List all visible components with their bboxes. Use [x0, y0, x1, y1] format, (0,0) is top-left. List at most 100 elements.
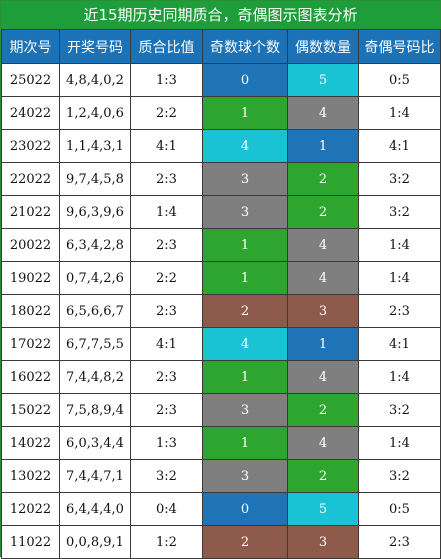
table-row: 19022 0,7,4,2,6 2:2 1 4 1:4 [1, 261, 441, 295]
prime-ratio-cell: 2:3 [130, 228, 203, 262]
prime-ratio-cell: 1:2 [130, 525, 203, 559]
odd-even-ratio-cell: 4:1 [358, 327, 441, 361]
odd-count-cell: 2 [202, 525, 288, 559]
odd-count-cell: 3 [202, 459, 288, 493]
table-row: 15022 7,5,8,9,4 2:3 3 2 3:2 [1, 393, 441, 427]
prime-ratio-cell: 4:1 [130, 327, 203, 361]
period-cell: 16022 [1, 360, 60, 394]
numbers-cell: 6,3,4,2,8 [59, 228, 131, 262]
even-count-cell: 4 [287, 261, 359, 295]
odd-count-cell: 3 [202, 195, 288, 229]
odd-count-cell: 3 [202, 393, 288, 427]
even-count-cell: 3 [287, 525, 359, 559]
numbers-cell: 7,4,4,8,2 [59, 360, 131, 394]
header-period: 期次号 [1, 29, 60, 64]
page-title: 近15期历史同期质合，奇偶图示图表分析 [1, 1, 440, 29]
numbers-cell: 7,5,8,9,4 [59, 393, 131, 427]
odd-even-ratio-cell: 1:4 [358, 360, 441, 394]
prime-ratio-cell: 2:2 [130, 261, 203, 295]
numbers-cell: 4,8,4,0,2 [59, 63, 131, 97]
period-cell: 11022 [1, 525, 60, 559]
even-count-cell: 3 [287, 294, 359, 328]
period-cell: 25022 [1, 63, 60, 97]
odd-even-ratio-cell: 0:5 [358, 492, 441, 526]
period-cell: 20022 [1, 228, 60, 262]
odd-count-cell: 3 [202, 162, 288, 196]
header-row: 期次号 开奖号码 质合比值 奇数球个数 偶数数量 奇偶号码比 [1, 29, 441, 64]
table-row: 13022 7,4,4,7,1 3:2 3 2 3:2 [1, 459, 441, 493]
prime-ratio-cell: 4:1 [130, 129, 203, 163]
odd-even-ratio-cell: 3:2 [358, 195, 441, 229]
odd-even-ratio-cell: 3:2 [358, 162, 441, 196]
numbers-cell: 0,7,4,2,6 [59, 261, 131, 295]
numbers-cell: 6,0,3,4,4 [59, 426, 131, 460]
table-row: 11022 0,0,8,9,1 1:2 2 3 2:3 [1, 525, 441, 559]
even-count-cell: 1 [287, 327, 359, 361]
even-count-cell: 5 [287, 63, 359, 97]
table-row: 12022 6,4,4,4,0 0:4 0 5 0:5 [1, 492, 441, 526]
odd-count-cell: 2 [202, 294, 288, 328]
period-cell: 17022 [1, 327, 60, 361]
even-count-cell: 2 [287, 459, 359, 493]
even-count-cell: 4 [287, 96, 359, 130]
period-cell: 19022 [1, 261, 60, 295]
prime-ratio-cell: 2:3 [130, 294, 203, 328]
odd-even-ratio-cell: 1:4 [358, 96, 441, 130]
odd-count-cell: 1 [202, 228, 288, 262]
odd-count-cell: 1 [202, 360, 288, 394]
odd-count-cell: 1 [202, 426, 288, 460]
even-count-cell: 5 [287, 492, 359, 526]
odd-even-ratio-cell: 2:3 [358, 525, 441, 559]
prime-ratio-cell: 0:4 [130, 492, 203, 526]
numbers-cell: 6,5,6,6,7 [59, 294, 131, 328]
odd-count-cell: 1 [202, 261, 288, 295]
even-count-cell: 2 [287, 195, 359, 229]
odd-count-cell: 4 [202, 327, 288, 361]
table-row: 14022 6,0,3,4,4 1:3 1 4 1:4 [1, 426, 441, 460]
numbers-cell: 1,1,4,3,1 [59, 129, 131, 163]
header-prime-ratio: 质合比值 [130, 29, 203, 64]
prime-ratio-cell: 2:3 [130, 162, 203, 196]
prime-ratio-cell: 2:3 [130, 360, 203, 394]
prime-ratio-cell: 2:3 [130, 393, 203, 427]
table-row: 20022 6,3,4,2,8 2:3 1 4 1:4 [1, 228, 441, 262]
odd-even-ratio-cell: 4:1 [358, 129, 441, 163]
odd-even-ratio-cell: 1:4 [358, 261, 441, 295]
odd-even-ratio-cell: 3:2 [358, 393, 441, 427]
period-cell: 12022 [1, 492, 60, 526]
odd-count-cell: 4 [202, 129, 288, 163]
history-table: 期次号 开奖号码 质合比值 奇数球个数 偶数数量 奇偶号码比 25022 4,8,… [1, 29, 441, 559]
odd-count-cell: 1 [202, 96, 288, 130]
even-count-cell: 2 [287, 393, 359, 427]
header-even-count: 偶数数量 [287, 29, 359, 64]
period-cell: 21022 [1, 195, 60, 229]
odd-even-ratio-cell: 0:5 [358, 63, 441, 97]
odd-even-ratio-cell: 1:4 [358, 426, 441, 460]
table-row: 24022 1,2,4,0,6 2:2 1 4 1:4 [1, 96, 441, 130]
even-count-cell: 1 [287, 129, 359, 163]
header-odd-count: 奇数球个数 [202, 29, 288, 64]
numbers-cell: 6,4,4,4,0 [59, 492, 131, 526]
numbers-cell: 1,2,4,0,6 [59, 96, 131, 130]
period-cell: 24022 [1, 96, 60, 130]
table-row: 25022 4,8,4,0,2 1:3 0 5 0:5 [1, 63, 441, 97]
odd-count-cell: 0 [202, 63, 288, 97]
table-row: 16022 7,4,4,8,2 2:3 1 4 1:4 [1, 360, 441, 394]
prime-ratio-cell: 1:3 [130, 63, 203, 97]
even-count-cell: 4 [287, 426, 359, 460]
prime-ratio-cell: 2:2 [130, 96, 203, 130]
prime-ratio-cell: 3:2 [130, 459, 203, 493]
table-row: 23022 1,1,4,3,1 4:1 4 1 4:1 [1, 129, 441, 163]
header-numbers: 开奖号码 [59, 29, 131, 64]
period-cell: 23022 [1, 129, 60, 163]
table-body: 25022 4,8,4,0,2 1:3 0 5 0:5 24022 1,2,4,0,6 2:2 1… [1, 63, 441, 559]
odd-even-ratio-cell: 1:4 [358, 228, 441, 262]
table-row: 18022 6,5,6,6,7 2:3 2 3 2:3 [1, 294, 441, 328]
period-cell: 22022 [1, 162, 60, 196]
table-row: 22022 9,7,4,5,8 2:3 3 2 3:2 [1, 162, 441, 196]
numbers-cell: 9,6,3,9,6 [59, 195, 131, 229]
odd-even-ratio-cell: 3:2 [358, 459, 441, 493]
period-cell: 18022 [1, 294, 60, 328]
even-count-cell: 4 [287, 360, 359, 394]
